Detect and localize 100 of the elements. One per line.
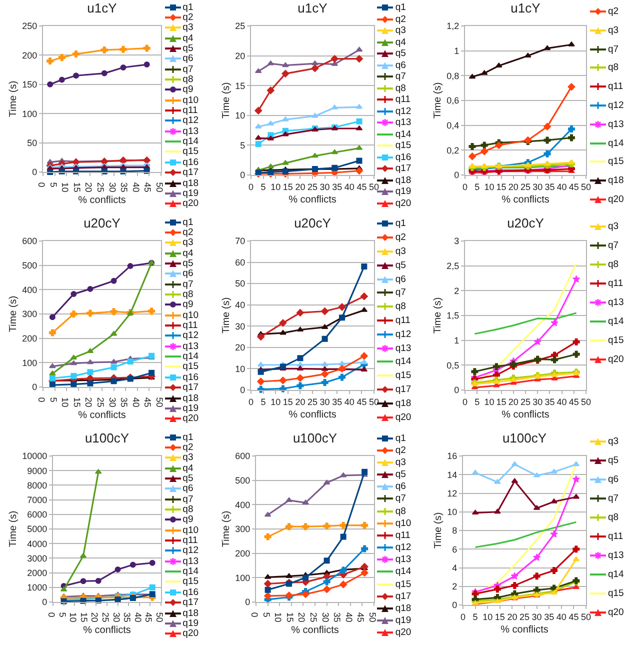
legend-label: q13 bbox=[608, 550, 624, 561]
x-tick-label: 10 bbox=[270, 182, 280, 192]
legend-label: q7 bbox=[182, 278, 194, 290]
x-tick-label: 5 bbox=[474, 396, 480, 407]
y-axis-title: Time (s) bbox=[433, 297, 444, 334]
legend-label: q3 bbox=[182, 452, 194, 464]
legend-label: q5 bbox=[182, 258, 194, 270]
legend-label: q3 bbox=[395, 456, 406, 468]
x-axis-title: % conflicts bbox=[502, 409, 550, 420]
x-tick-label: 35 bbox=[332, 182, 342, 192]
x-tick-label: 20 bbox=[294, 182, 305, 192]
x-tick-label: 0 bbox=[249, 612, 260, 618]
legend-label: q9 bbox=[182, 299, 194, 310]
legend-label: q11 bbox=[395, 94, 410, 106]
y-tick-label: 300 bbox=[234, 524, 250, 534]
legend-label: q6 bbox=[395, 481, 406, 492]
legend-label: q11 bbox=[395, 314, 410, 326]
legend-label: q14 bbox=[395, 128, 412, 140]
y-tick-label: 8000 bbox=[27, 480, 48, 490]
legend-label: q2 bbox=[182, 442, 194, 454]
x-tick-label: 25 bbox=[96, 397, 106, 408]
legend-label: q12 bbox=[395, 542, 412, 554]
y-tick-label: 0,2 bbox=[447, 145, 460, 156]
x-tick-label: 10 bbox=[60, 182, 70, 192]
x-tick-label: 35 bbox=[122, 612, 132, 622]
y-tick-label: 0 bbox=[240, 385, 245, 396]
y-tick-label: 0 bbox=[240, 170, 245, 180]
legend-label: q15 bbox=[182, 576, 199, 588]
y-axis-title: Time (s) bbox=[434, 512, 445, 549]
chart-title: u1cY bbox=[87, 0, 118, 16]
legend-label: q17 bbox=[395, 590, 412, 602]
x-tick-label: 15 bbox=[496, 182, 507, 192]
x-tick-label: 40 bbox=[344, 396, 354, 407]
legend-label: q11 bbox=[608, 531, 624, 542]
legend-label: q20 bbox=[182, 198, 199, 210]
y-axis-title: Time (s) bbox=[220, 510, 232, 548]
x-tick-label: 35 bbox=[545, 182, 556, 192]
y-tick-label: 1,5 bbox=[447, 310, 460, 321]
x-tick-label: 30 bbox=[111, 612, 122, 622]
y-tick-label: 200 bbox=[22, 50, 38, 60]
x-tick-label: 30 bbox=[107, 182, 118, 192]
legend-label: q11 bbox=[182, 320, 198, 332]
x-tick-label: 45 bbox=[356, 396, 366, 407]
x-tick-label: 15 bbox=[72, 397, 82, 408]
legend-label: q6 bbox=[182, 483, 194, 494]
x-tick-label: 15 bbox=[282, 396, 293, 407]
y-tick-label: 500 bbox=[234, 475, 250, 486]
legend-label: q6 bbox=[182, 268, 194, 280]
y-tick-label: 0 bbox=[32, 382, 38, 392]
x-tick-label: 35 bbox=[332, 612, 342, 622]
y-tick-label: 0 bbox=[244, 597, 250, 608]
legend-label: q8 bbox=[182, 504, 194, 516]
x-tick-label: 30 bbox=[107, 397, 118, 408]
legend-label: q20 bbox=[608, 194, 624, 206]
x-axis-title: % conflicts bbox=[288, 194, 336, 206]
legend-label: q1 bbox=[182, 432, 194, 443]
x-tick-label: 40 bbox=[344, 612, 354, 622]
x-tick-label: 10 bbox=[482, 612, 493, 622]
legend-label: q1 bbox=[182, 216, 194, 228]
x-tick-label: 35 bbox=[545, 396, 556, 407]
x-tick-label: 10 bbox=[68, 612, 78, 622]
x-axis-title: % conflicts bbox=[83, 624, 131, 636]
legend-label: q14 bbox=[608, 569, 624, 580]
x-tick-label: 10 bbox=[484, 182, 495, 192]
y-tick-label: 4 bbox=[452, 562, 458, 573]
y-tick-label: 20 bbox=[234, 342, 245, 353]
y-axis-title: Time (s) bbox=[220, 82, 232, 119]
x-tick-label: 30 bbox=[532, 182, 543, 192]
chart-title: u20cY bbox=[84, 215, 121, 230]
x-tick-label: 20 bbox=[508, 396, 519, 407]
legend-label: q7 bbox=[608, 240, 619, 251]
chart-title: u100cY bbox=[502, 430, 548, 446]
x-tick-label: 15 bbox=[72, 182, 82, 192]
y-tick-label: 0,8 bbox=[447, 70, 460, 81]
y-axis-title: Time (s) bbox=[220, 297, 232, 334]
legend-label: q7 bbox=[395, 493, 406, 504]
x-tick-label: 5 bbox=[260, 612, 271, 618]
chart-title: u1cY bbox=[511, 0, 541, 16]
legend-label: q5 bbox=[395, 260, 406, 271]
legend-label: q4 bbox=[182, 462, 194, 474]
x-tick-label: 25 bbox=[96, 182, 106, 192]
y-tick-label: 100 bbox=[234, 572, 250, 583]
legend-label: q13 bbox=[608, 297, 624, 308]
legend-label: q15 bbox=[608, 335, 624, 346]
legend-label: q20 bbox=[395, 198, 412, 209]
legend-label: q14 bbox=[395, 356, 412, 368]
chart-title: u100cY bbox=[84, 430, 130, 446]
legend-label: q18 bbox=[182, 608, 199, 619]
x-tick-label: 5 bbox=[48, 397, 58, 402]
x-tick-label: 35 bbox=[119, 397, 130, 408]
x-tick-label: 25 bbox=[100, 612, 110, 622]
legend-label: q15 bbox=[182, 146, 199, 158]
legend-label: q16 bbox=[182, 586, 199, 598]
x-tick-label: 10 bbox=[270, 396, 280, 407]
legend-label: q14 bbox=[182, 136, 199, 148]
y-tick-label: 10 bbox=[448, 507, 458, 518]
legend-label: q16 bbox=[395, 152, 412, 163]
y-tick-label: 15 bbox=[234, 80, 245, 91]
legend-label: q3 bbox=[182, 22, 194, 34]
legend-label: q6 bbox=[182, 53, 194, 64]
